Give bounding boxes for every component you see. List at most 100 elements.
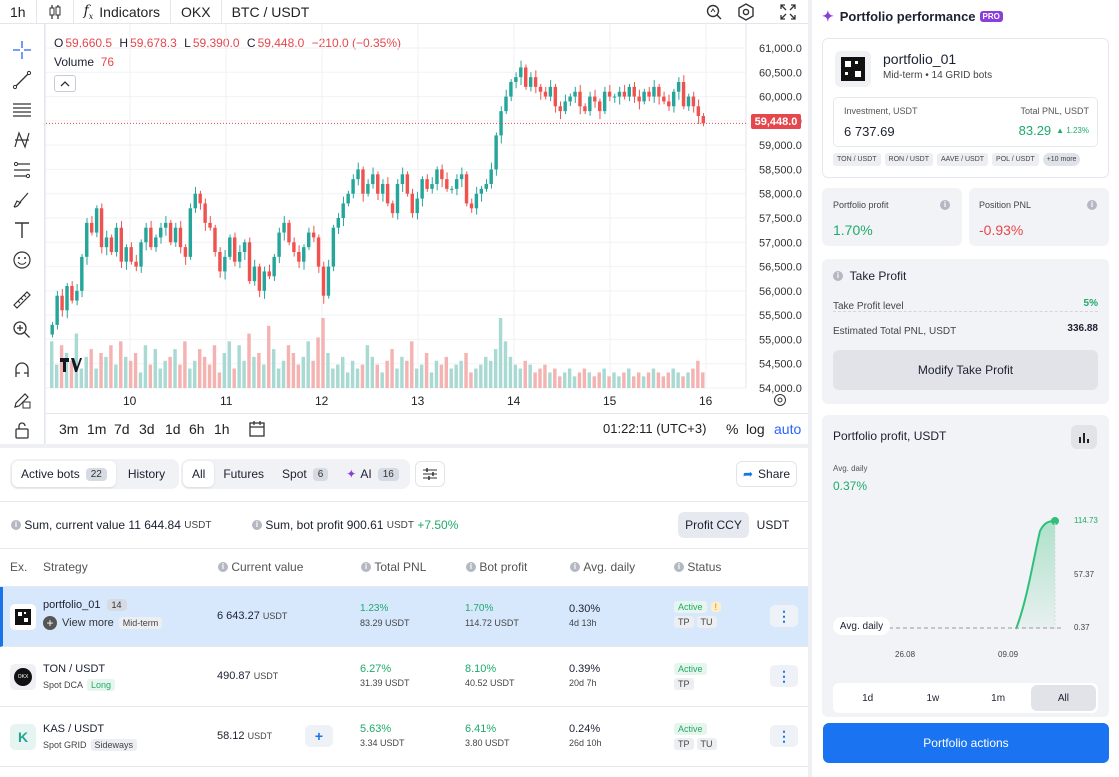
timeframe-6h[interactable]: 6h [189,421,205,437]
lines-tool[interactable] [9,97,35,123]
timeframe-1d[interactable]: 1d [165,421,181,437]
filter-spot[interactable]: Spot 6 [273,461,337,487]
pair-chip[interactable]: TON / USDT [833,153,881,166]
table-row[interactable]: K KAS / USDT Spot GRID Sideways 58.12 US… [0,707,808,767]
auto-scale-toggle[interactable]: auto [774,421,802,437]
row-menu-button[interactable]: ⋮ [770,605,798,627]
interval-button[interactable]: 1h [0,0,37,24]
col-total-pnl[interactable]: i Total PNL [361,560,426,574]
tu-tag: TU [696,738,717,750]
col-avg-daily[interactable]: i Avg. daily [570,560,635,574]
period-1m[interactable]: 1m [991,692,1006,704]
view-more-link[interactable]: + View more Mid-term [43,616,163,630]
status: Active! TP TU [674,601,722,628]
portfolio-actions-button[interactable]: Portfolio actions [823,723,1109,763]
chart-type-button[interactable] [1071,425,1097,449]
add-funds-button[interactable]: + [305,725,333,747]
investment-label: Investment, USDT [844,106,918,116]
trendline-tool[interactable] [9,67,35,93]
zoom-tool[interactable] [9,317,35,343]
table-row[interactable]: OKX TON / USDT Spot DCA Long 490.87 USDT… [0,647,808,707]
pattern-tool[interactable] [9,127,35,153]
strategy-tag: Sideways [90,739,138,751]
row-menu-button[interactable]: ⋮ [770,665,798,687]
fib-tool[interactable] [9,157,35,183]
period-1w[interactable]: 1w [926,692,940,704]
magnet-tool[interactable] [9,357,35,383]
lock-tool[interactable] [9,417,35,443]
volume-bar [355,368,360,388]
col-label: Current value [231,560,304,574]
volume-bar [686,372,690,388]
volume-bar [202,356,207,388]
candle-body [292,242,296,252]
profit-ccy-toggle[interactable]: Profit CCY [678,512,749,538]
percent-scale-toggle[interactable]: % [726,421,739,437]
col-current-value[interactable]: i Current value [218,560,303,574]
modify-take-profit-button[interactable]: Modify Take Profit [833,350,1098,390]
text-tool[interactable] [9,217,35,243]
filter-futures[interactable]: Futures [214,461,273,487]
fibonacci-icon [13,161,31,179]
info-icon[interactable]: i [940,200,950,210]
col-exchange[interactable]: Ex. [10,560,28,574]
fullscreen-button[interactable] [774,0,802,24]
settings-button[interactable] [732,0,760,24]
lock-drawings-tool[interactable] [9,387,35,413]
period-all[interactable]: All [1030,685,1096,711]
crosshair-tool[interactable] [9,37,35,63]
share-button[interactable]: ➦ Share [736,461,797,487]
filter-ai[interactable]: ✦ AI 16 [337,461,408,487]
x-tick: 09.09 [998,650,1019,659]
volume-bar [701,372,705,388]
candle-body [602,91,607,112]
portfolio-card[interactable]: portfolio_01 Mid-term • 14 GRID bots Inv… [822,38,1109,178]
candle-body [168,222,173,243]
volume-bar [306,341,310,388]
period-1d[interactable]: 1d [862,692,874,704]
row-menu-button[interactable]: ⋮ [770,725,798,747]
chart-settings-button[interactable] [773,393,787,410]
collapse-legend-button[interactable] [54,75,76,92]
timeframe-3m[interactable]: 3m [59,421,79,437]
indicators-button[interactable]: fx Indicators [74,0,171,24]
pair-button[interactable]: BTC / USDT [222,0,320,24]
usdt-toggle[interactable]: USDT [756,518,790,532]
col-strategy[interactable]: Strategy [43,560,88,574]
timeframe-1h[interactable]: 1h [214,421,230,437]
more-pairs-chip[interactable]: +10 more [1042,153,1081,166]
candle-body [484,184,488,189]
filter-settings-button[interactable] [415,461,445,487]
info-icon[interactable]: i [1087,200,1097,210]
timeframe-3d[interactable]: 3d [139,421,155,437]
price-chart[interactable]: O 59,660.5 H 59,678.3 L 59,390.0 C 59,448.0 … [46,24,808,444]
timeframe-7d[interactable]: 7d [114,421,130,437]
candle-type-button[interactable] [37,0,74,24]
ruler-tool[interactable] [9,287,35,313]
pair-chip[interactable]: RON / USDT [884,153,933,166]
brush-tool[interactable] [9,187,35,213]
date-range-button[interactable] [249,420,266,440]
col-bot-profit[interactable]: i Bot profit [466,560,527,574]
filter-all[interactable]: All [183,461,215,487]
col-status[interactable]: i Status [674,560,721,574]
alert-button[interactable] [700,0,728,24]
emoji-tool[interactable] [9,247,35,273]
candle-body [440,169,444,180]
table-row[interactable]: portfolio_01 14 + View more Mid-term 6 6… [0,587,808,647]
candle-body [297,252,301,262]
tp-level-value: 5% [1083,298,1098,309]
tab-history[interactable]: History [116,461,177,487]
candle-body [346,193,350,204]
volume-bar [385,360,389,388]
timeframe-1m[interactable]: 1m [87,421,107,437]
volume-bar [360,364,365,388]
log-scale-toggle[interactable]: log [746,421,765,437]
tab-active-bots[interactable]: Active bots 22 [12,461,116,487]
status-badge: Active [674,723,707,735]
pair-chip[interactable]: AAVE / USDT [937,153,989,166]
pair-chip[interactable]: POL / USDT [992,153,1039,166]
exchange-button[interactable]: OKX [171,0,222,24]
candle-body [65,286,69,311]
panel-header: ✦ Portfolio performance PRO [822,8,1003,25]
